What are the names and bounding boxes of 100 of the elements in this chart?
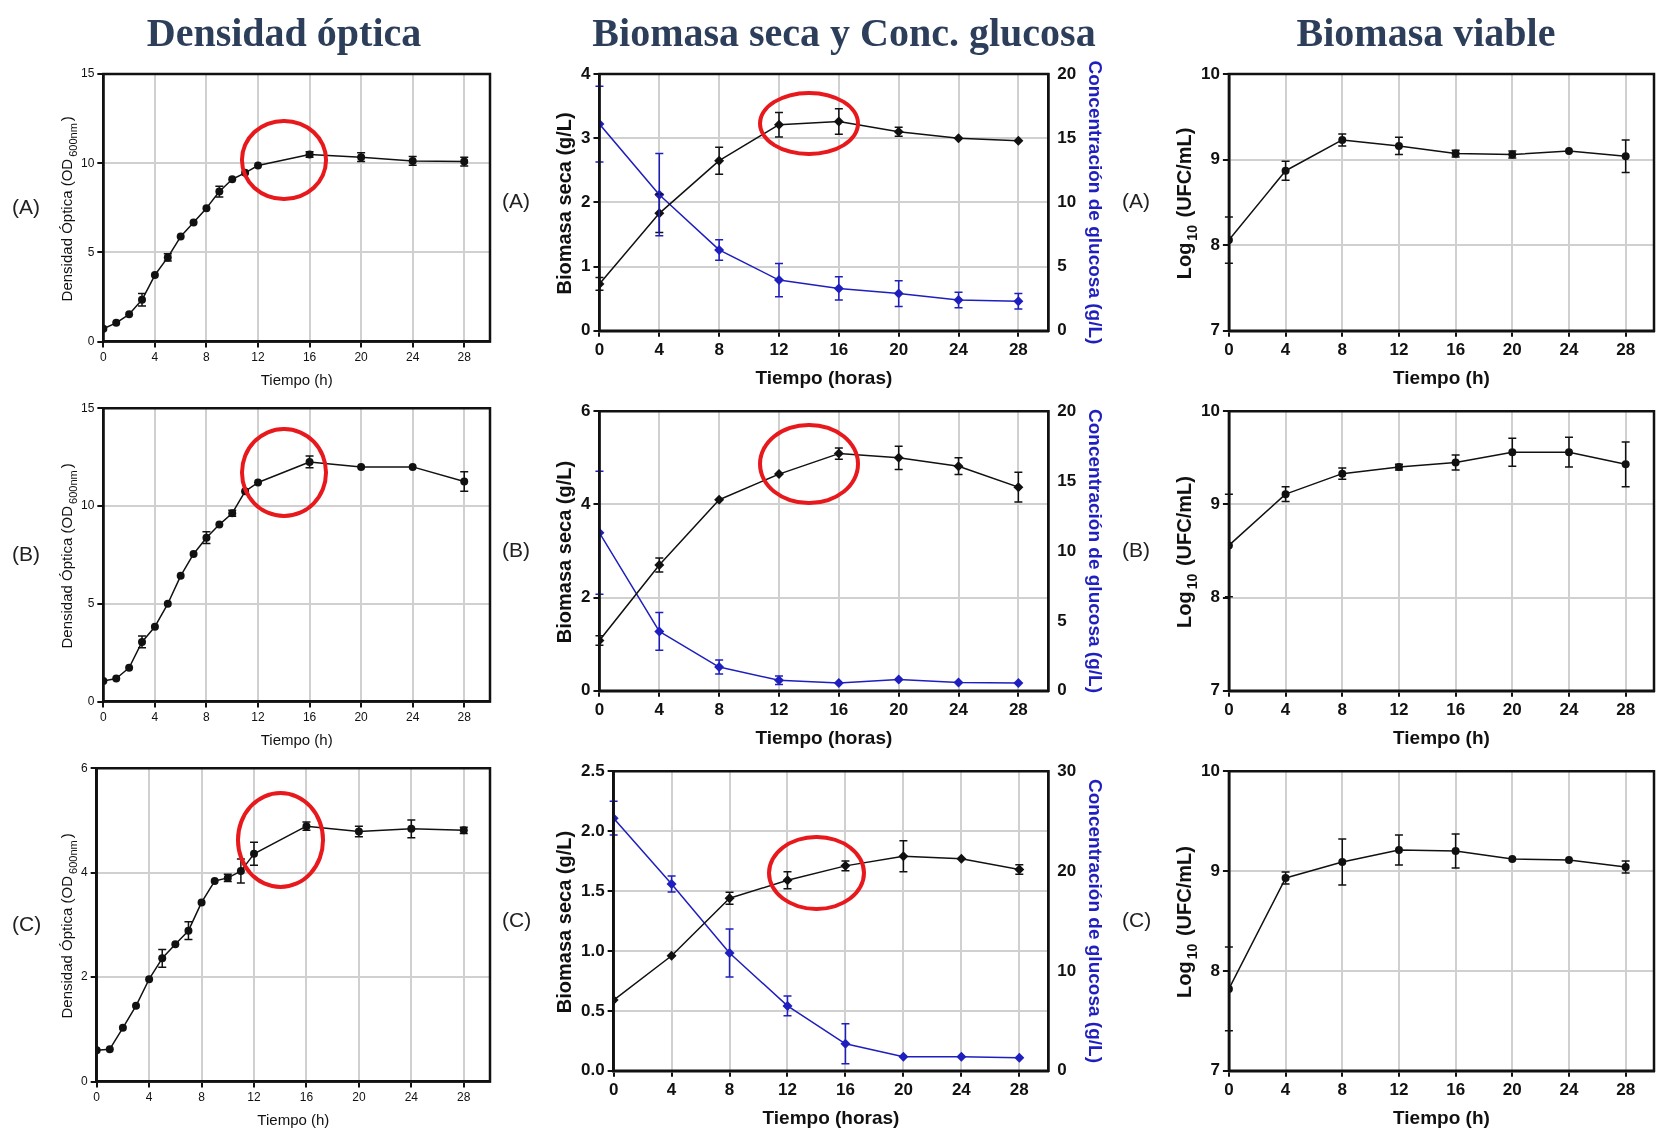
x-tick-label: 24: [404, 1090, 419, 1105]
x-tick-label: 20: [1502, 1079, 1522, 1099]
x-tick-label: 20: [354, 350, 369, 365]
y-tick-label: 8: [1210, 587, 1220, 607]
y-axis-title: Log10 (UFC/mL): [1172, 127, 1201, 280]
x-tick-label: 4: [151, 350, 159, 365]
x-axis-title: Tiempo (h): [257, 1111, 330, 1129]
y2-tick-label: 10: [1057, 960, 1077, 980]
x-tick-label: 16: [835, 1079, 855, 1099]
x-tick-label: 12: [769, 339, 789, 359]
x-axis-title: Tiempo (h): [1393, 1106, 1490, 1128]
x-tick-label: 24: [949, 699, 969, 719]
y-tick-label: 1: [580, 256, 591, 276]
text: (B): [1122, 537, 1150, 561]
x-tick-label: 12: [1389, 339, 1409, 359]
x-tick-label: 24: [405, 350, 420, 365]
y2-tick-label: 5: [1057, 610, 1067, 630]
x-tick-label: 12: [778, 1079, 797, 1099]
x-tick-label: 24: [1559, 1079, 1579, 1099]
y-tick-label: 10: [80, 155, 95, 170]
x-tick-label: 12: [251, 350, 265, 365]
y-tick-label: 5: [87, 244, 95, 259]
x-tick-label: 24: [949, 339, 969, 359]
x-tick-label: 20: [1502, 339, 1522, 359]
x-tick-label: 16: [829, 699, 849, 719]
text: (A): [1122, 189, 1150, 213]
x-tick-label: 28: [1008, 339, 1028, 359]
y-axis-title: Log10 (UFC/mL): [1172, 846, 1201, 998]
x-tick-label: 4: [654, 339, 665, 359]
x-tick-label: 12: [251, 710, 265, 725]
text: (C): [1122, 907, 1152, 931]
y-tick-label: 2: [80, 969, 88, 984]
x-tick-label: 28: [1616, 1079, 1636, 1099]
x-tick-label: 28: [1009, 1079, 1029, 1099]
x-tick-label: 16: [302, 350, 317, 365]
x-tick-label: 16: [302, 710, 317, 725]
x-tick-label: 20: [354, 710, 369, 725]
y-axis-title: Biomasa seca (g/L): [552, 112, 575, 295]
x-tick-label: 4: [151, 710, 159, 725]
x-axis-title: Tiempo (horas): [762, 1106, 900, 1128]
x-tick-label: 0: [1224, 699, 1234, 719]
text: (A): [12, 194, 40, 218]
y-tick-label: 0: [580, 320, 591, 340]
y2-tick-label: 20: [1057, 400, 1077, 420]
y-tick-label: 7: [1210, 320, 1220, 340]
y-tick-label: 0.0: [580, 1060, 605, 1080]
y-tick-label: 9: [1210, 860, 1220, 880]
y-axis-title: Densidad Óptica (OD600nm): [58, 116, 80, 302]
y2-tick-label: 15: [1057, 470, 1077, 490]
x-tick-label: 8: [724, 1079, 735, 1099]
x-tick-label: 8: [198, 1090, 206, 1105]
y-tick-label: 8: [1210, 960, 1220, 980]
y-axis-title: Densidad Óptica (OD600nm): [58, 463, 80, 649]
y-axis-title: Log10 (UFC/mL): [1172, 476, 1201, 628]
x-tick-label: 28: [1616, 699, 1636, 719]
y-tick-label: 2: [580, 192, 591, 212]
x-tick-label: 28: [457, 350, 472, 365]
text: (B): [12, 541, 40, 565]
y-tick-label: 10: [1200, 760, 1220, 780]
y-tick-label: 4: [580, 494, 591, 514]
chart-title: Biomasa seca y Conc. glucosa: [592, 10, 1096, 56]
x-tick-label: 16: [1446, 1079, 1466, 1099]
x-tick-label: 28: [457, 710, 472, 725]
y-tick-label: 2: [580, 587, 591, 607]
y-axis-title: Biomasa seca (g/L): [552, 830, 575, 1014]
chart-title: Biomasa viable: [1296, 10, 1556, 56]
y2-tick-label: 20: [1057, 860, 1077, 880]
x-tick-label: 4: [145, 1090, 153, 1105]
x-tick-label: 24: [1559, 699, 1579, 719]
y-tick-label: 10: [1200, 63, 1220, 83]
x-tick-label: 0: [1224, 339, 1234, 359]
y-axis-title: Densidad Óptica (OD600nm): [58, 833, 80, 1019]
text: (A): [502, 189, 530, 213]
x-tick-label: 4: [1280, 1079, 1291, 1099]
x-tick-label: 24: [405, 710, 420, 725]
x-axis-title: Tiempo (h): [260, 371, 333, 389]
y-tick-label: 4: [80, 864, 88, 879]
x-tick-label: 24: [1559, 339, 1579, 359]
x-tick-label: 16: [1446, 699, 1466, 719]
x-tick-label: 0: [100, 350, 107, 365]
y-tick-label: 8: [1210, 234, 1220, 254]
x-tick-label: 28: [1616, 339, 1636, 359]
x-tick-label: 20: [893, 1079, 913, 1099]
y-tick-label: 0: [580, 680, 591, 700]
y-tick-label: 2.0: [580, 820, 605, 840]
y-tick-label: 1.0: [580, 940, 605, 960]
x-tick-label: 8: [1337, 339, 1347, 359]
x-tick-label: 4: [654, 699, 665, 719]
y-tick-label: 10: [80, 498, 95, 513]
y2-tick-label: 0: [1057, 1060, 1067, 1080]
text: (B): [502, 537, 530, 561]
x-tick-label: 16: [299, 1090, 314, 1105]
x-tick-label: 16: [1446, 339, 1466, 359]
x-tick-label: 0: [1224, 1079, 1234, 1099]
y2-tick-label: 5: [1057, 256, 1067, 276]
x-axis-title: Tiempo (h): [260, 731, 333, 749]
text: (C): [502, 907, 532, 931]
y-tick-label: 1.5: [580, 880, 605, 900]
x-tick-label: 16: [829, 339, 849, 359]
x-tick-label: 20: [889, 339, 909, 359]
